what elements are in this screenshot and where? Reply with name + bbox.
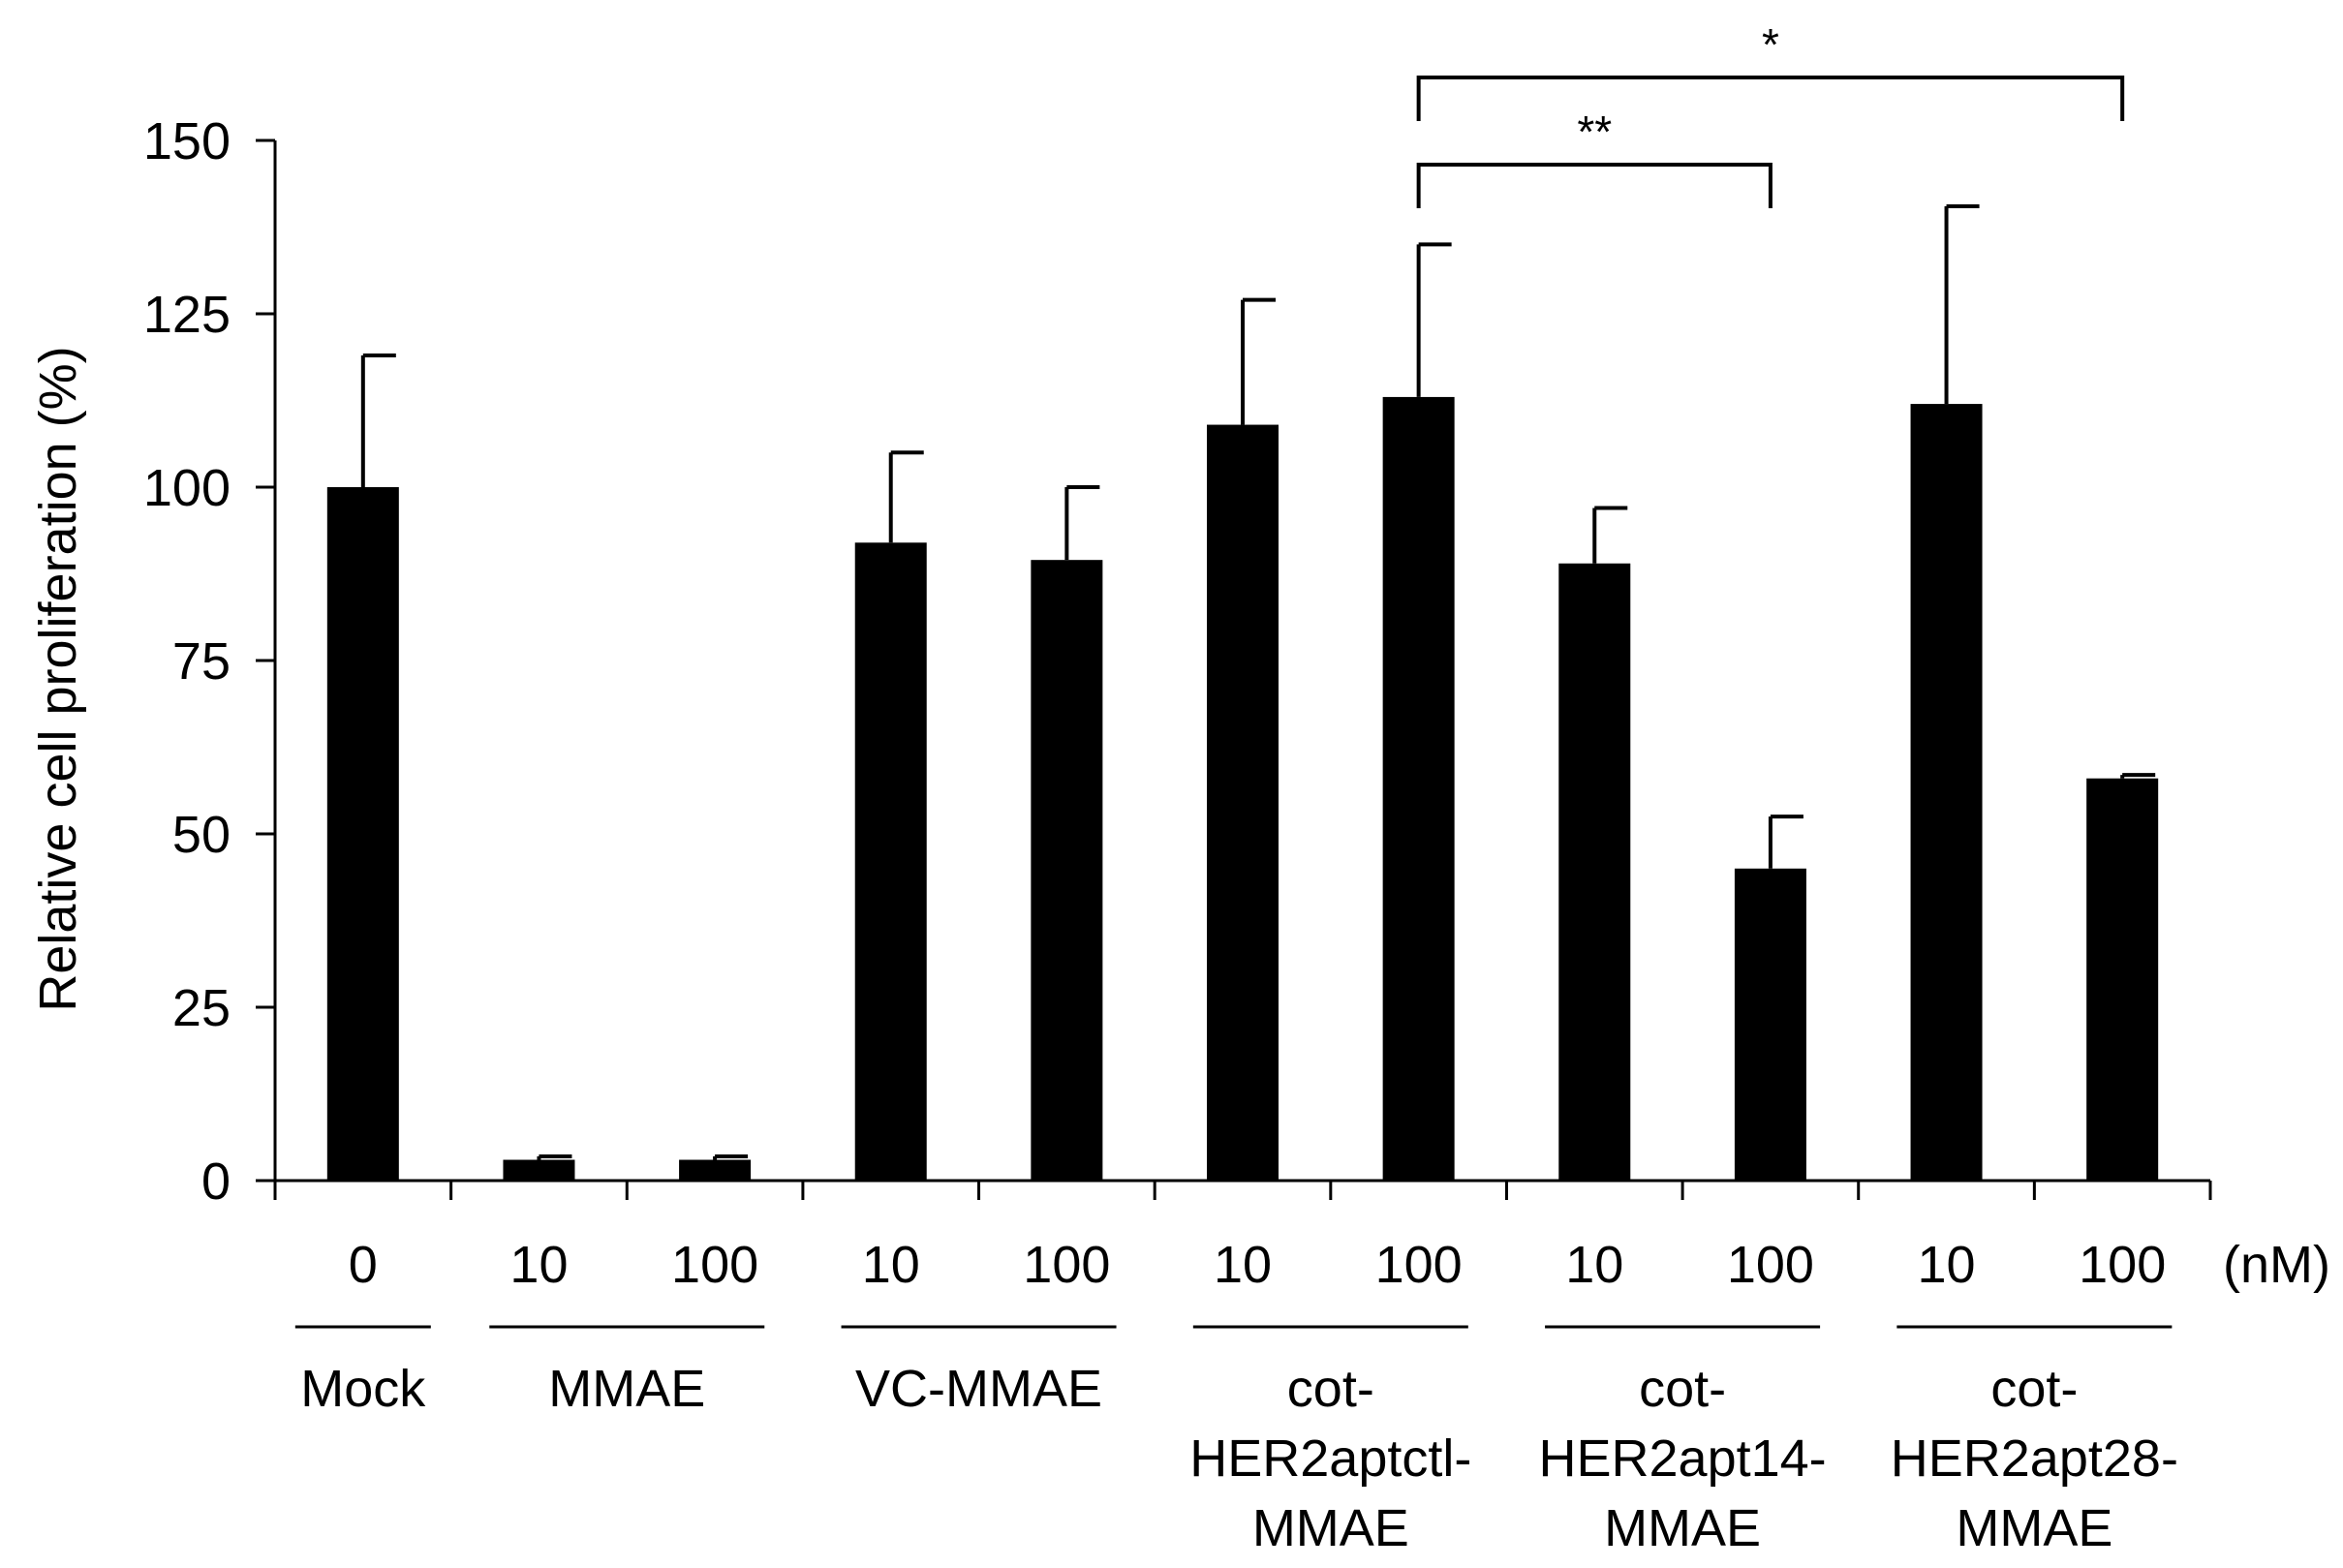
bar [1558, 563, 1631, 1181]
bar [1734, 868, 1806, 1181]
dose-label: 10 [1565, 1236, 1623, 1294]
significance-bracket [1416, 76, 2125, 121]
dose-label: 0 [349, 1236, 378, 1294]
group-label: HER2aptctl- [1189, 1430, 1471, 1488]
group-label: MMAE [1252, 1499, 1409, 1557]
group-label: MMAE [1956, 1499, 2112, 1557]
y-axis-title: Relative cell proliferation (%) [29, 346, 87, 1011]
group-label: HER2apt14- [1539, 1430, 1827, 1488]
group-label: MMAE [1604, 1499, 1761, 1557]
bar [1382, 396, 1455, 1181]
dose-label: 100 [1727, 1236, 1814, 1294]
group-label: cot- [1287, 1360, 1374, 1418]
bar [854, 542, 927, 1181]
y-tick-label: 125 [143, 286, 231, 344]
bar [326, 487, 399, 1181]
dose-label: 100 [1023, 1236, 1110, 1294]
bar [679, 1159, 752, 1181]
dose-label: 10 [862, 1236, 920, 1294]
y-tick-label: 150 [143, 112, 231, 170]
group-label: VC-MMAE [855, 1360, 1102, 1418]
group-label: Mock [300, 1360, 426, 1418]
bar [503, 1159, 575, 1181]
bar [2086, 778, 2159, 1181]
y-tick-label: 0 [201, 1153, 231, 1211]
bar [1031, 560, 1103, 1181]
unit-label: (nM) [2223, 1236, 2330, 1294]
y-tick-label: 100 [143, 459, 231, 517]
group-label: cot- [1990, 1360, 2078, 1418]
group-label: MMAE [548, 1360, 705, 1418]
significance-label: ** [1577, 107, 1612, 157]
dose-label: 10 [509, 1236, 568, 1294]
group-label: cot- [1639, 1360, 1726, 1418]
bar [1207, 424, 1279, 1181]
y-tick-label: 50 [172, 806, 231, 864]
bar [1910, 404, 1983, 1182]
dose-label: 100 [1375, 1236, 1463, 1294]
dose-label: 10 [1918, 1236, 1976, 1294]
group-label: HER2apt28- [1891, 1430, 2178, 1488]
dose-label: 10 [1214, 1236, 1272, 1294]
significance-label: * [1762, 19, 1779, 70]
significance-bracket [1416, 163, 1773, 208]
dose-label: 100 [671, 1236, 758, 1294]
y-tick-label: 75 [172, 632, 231, 691]
dose-label: 100 [2079, 1236, 2166, 1294]
y-tick-label: 25 [172, 979, 231, 1037]
